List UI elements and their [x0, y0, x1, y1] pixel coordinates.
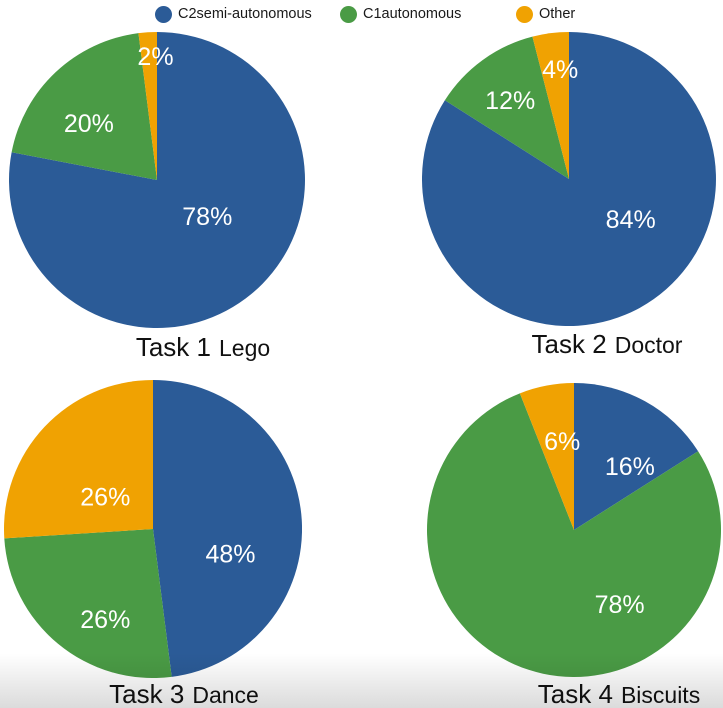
pie-title-task-3-name: Dance	[192, 682, 259, 708]
pie-title-task-2: Task 2 Doctor	[532, 331, 683, 358]
pie-title-task-1-name: Lego	[218, 335, 271, 361]
pie1-percent-label-c2semi-autonomous: 78%	[182, 203, 232, 231]
pie-svg-task-2: 84% 12%4%	[422, 32, 716, 326]
pie3-percent-label-c2semi-autonomous: 48%	[205, 540, 255, 568]
pie1-slice-c1autonomous	[11, 33, 158, 180]
pie-chart-task-4-biscuits: 16% 78% 6%	[427, 383, 721, 677]
pie-chart-task-1-lego: 78% 20% 2%	[9, 32, 305, 328]
pie-title-task-4: Task 4 Biscuits	[538, 681, 700, 708]
pie1-slice-other	[138, 32, 157, 180]
pie2-percent-label-c1autonomous: 12%	[485, 87, 535, 115]
pie3-slice-c2semi-autonomous	[153, 380, 302, 677]
pie-title-task-3: Task 3 Dance	[109, 681, 259, 708]
pie-svg-task-3: 48% 26% 26%	[4, 380, 302, 678]
legend-swatch-blue-icon	[155, 5, 172, 23]
pie3-percent-label-c1autonomous: 26%	[80, 606, 130, 634]
pie-title-task-4-number: Task 4	[537, 679, 613, 708]
chart-legend: C2semi-autonomous C1autonomous Other	[0, 0, 723, 28]
pie4-percent-label-c1autonomous: 78%	[595, 591, 645, 619]
pie-title-task-1: Task 1 Lego	[136, 334, 270, 361]
pie2-slice-other	[532, 32, 569, 179]
pie2-percent-label-other: 4%	[542, 56, 578, 84]
pie4-slice-other	[519, 383, 574, 530]
pie-chart-task-2-doctor: 84% 12% 4%	[422, 32, 716, 326]
pie-title-task-4-name: Biscuits	[620, 682, 701, 708]
pie1-percent-label-c1autonomous: 20%	[64, 110, 114, 138]
pie3-slice-other	[4, 380, 153, 539]
pie-chart-task-3-dance: 48% 26% 26%	[4, 380, 302, 678]
pie1-percent-label-other: 2%	[137, 43, 173, 71]
legend-label-other: Other	[539, 6, 576, 22]
legend-swatch-orange-icon	[516, 5, 533, 23]
pie4-slice-c1autonomous	[427, 393, 721, 677]
pie3-percent-label-other: 26%	[80, 484, 130, 512]
pie4-percent-label-c2semi-autonomous: 16%	[605, 453, 655, 481]
legend-label-c2-semi-autonomous: C2semi-autonomous	[178, 6, 312, 22]
pie-title-task-2-name: Doctor	[614, 332, 683, 358]
legend-item-c1-autonomous: C1autonomous	[340, 4, 461, 24]
pie-title-task-1-number: Task 1	[135, 332, 211, 362]
pie4-percent-label-other: 6%	[544, 428, 580, 456]
pie-title-task-3-number: Task 3	[109, 679, 185, 708]
pie2-slice-c1autonomous	[444, 36, 569, 180]
pie-svg-task-4: 16% 78% 6%	[427, 383, 721, 677]
pie3-slice-c1autonomous	[4, 529, 172, 678]
pie1-slice-c2semi-autonomous	[9, 32, 305, 328]
pie2-percent-label-c2semi-autonomous: 84%	[606, 206, 656, 234]
legend-label-c1-autonomous: C1autonomous	[363, 6, 462, 22]
pie4-slice-c2semi-autonomous	[574, 383, 699, 530]
legend-swatch-green-icon	[340, 5, 357, 23]
pie-svg-task-1: 78% 20% 2%	[9, 32, 305, 328]
legend-item-c2-semi-autonomous: C2semi-autonomous	[155, 4, 312, 24]
pie2-slice-c2semi-autonomous	[422, 32, 716, 326]
pie-title-task-2-number: Task 2	[531, 329, 607, 359]
legend-item-other: Other	[516, 4, 575, 24]
